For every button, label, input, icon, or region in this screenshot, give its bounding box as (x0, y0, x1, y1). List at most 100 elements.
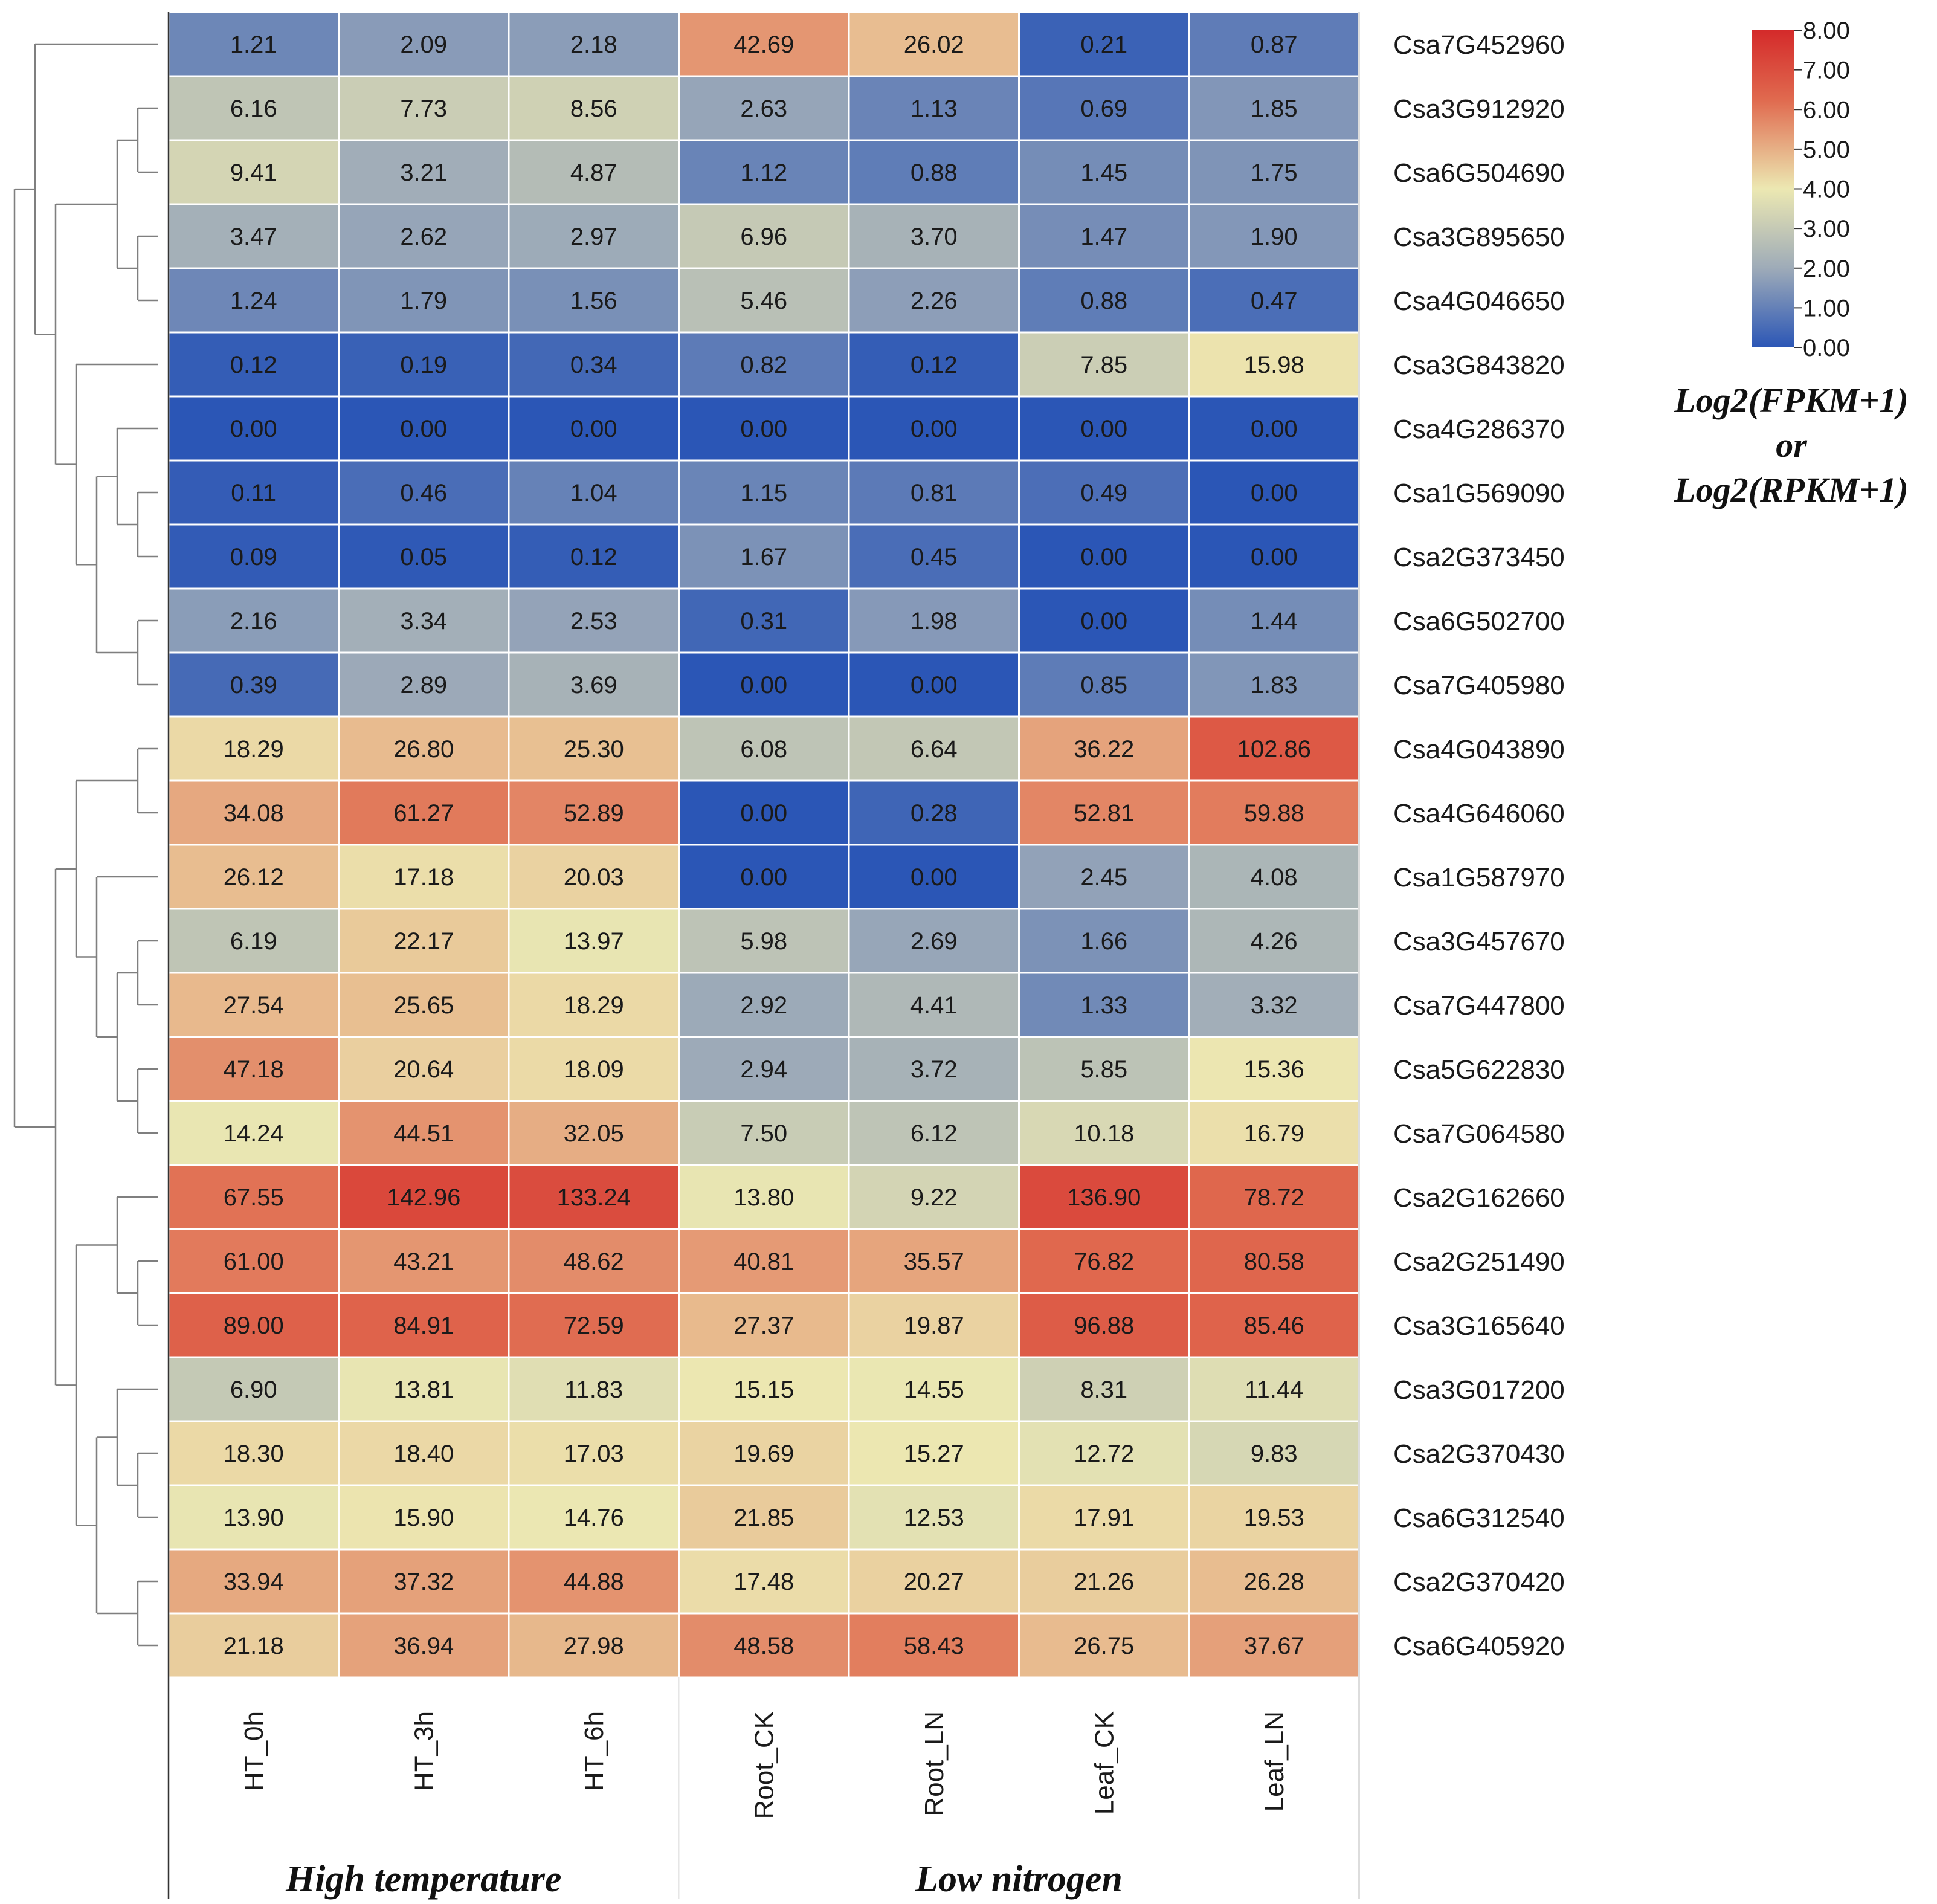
heatmap-cell (338, 779, 510, 846)
heatmap-cell (1188, 1228, 1360, 1294)
heatmap-cell (338, 908, 510, 974)
heatmap-cell (338, 395, 510, 462)
cell-value-label: 1.44 (1251, 608, 1298, 634)
cell-value-label: 0.88 (1080, 288, 1127, 314)
cell-value-label: 0.21 (1080, 31, 1127, 58)
heatmap-cell (848, 11, 1020, 77)
cell-value-label: 37.32 (393, 1569, 454, 1595)
cell-value-label: 26.12 (224, 864, 284, 891)
cell-value-label: 42.69 (733, 31, 794, 58)
cell-value-label: 61.00 (224, 1248, 284, 1275)
cell-value-label: 3.21 (400, 160, 447, 186)
heatmap-cell (848, 1164, 1020, 1230)
cell-value-label: 0.00 (1251, 480, 1298, 506)
gene-labels: Csa7G452960 Csa3G912920 Csa6G504690 Csa3G89… (1393, 30, 1565, 1661)
heatmap-cell (508, 1228, 680, 1294)
cell-value-label: 43.21 (393, 1248, 454, 1275)
gene-label: Csa2G370420 (1393, 1567, 1565, 1597)
heatmap-cell (848, 523, 1020, 590)
legend-title-line: or (1776, 425, 1807, 465)
heatmap-cell (1188, 908, 1360, 974)
heatmap-cell (1018, 1292, 1190, 1358)
heatmap-cell (338, 587, 510, 654)
heatmap-frame (167, 12, 1360, 1899)
group-label: High temperature (285, 1859, 561, 1900)
cell-value-label: 0.00 (1251, 544, 1298, 570)
cell-value-label: 0.31 (740, 608, 787, 634)
gene-label: Csa7G447800 (1393, 991, 1565, 1021)
cell-value-label: 0.81 (910, 480, 958, 506)
heatmap-cell (508, 75, 680, 141)
cell-value-label: 3.47 (230, 224, 277, 250)
heatmap-cell (848, 972, 1020, 1038)
cell-value-label: 40.81 (733, 1248, 794, 1275)
heatmap-cell (1018, 267, 1190, 334)
heatmap-cell (1188, 1356, 1360, 1422)
heatmap-cell (167, 1292, 340, 1358)
cell-value-label: 18.30 (224, 1441, 284, 1467)
cell-value-label: 0.09 (230, 544, 277, 570)
heatmap-cell (678, 331, 850, 398)
heatmap-cell (508, 1612, 680, 1679)
cell-value-label: 0.19 (400, 352, 447, 378)
heatmap-cell (678, 11, 850, 77)
heatmap-cell (338, 1420, 510, 1486)
heatmap-cell (848, 267, 1020, 334)
cell-value-label: 6.90 (230, 1376, 277, 1403)
cell-value-label: 6.12 (910, 1120, 958, 1147)
heatmap-cell (678, 203, 850, 269)
gene-label: Csa6G405920 (1393, 1631, 1565, 1661)
cell-value-label: 0.46 (400, 480, 447, 506)
heatmap-cell (848, 844, 1020, 910)
cell-value-label: 1.12 (740, 160, 787, 186)
cell-value-label: 0.12 (910, 352, 958, 378)
cell-value-label: 5.46 (740, 288, 787, 314)
cell-value-label: 7.50 (740, 1120, 787, 1147)
cell-value-label: 3.70 (910, 224, 958, 250)
cell-value-label: 0.12 (570, 544, 617, 570)
cell-value-label: 1.33 (1080, 992, 1127, 1019)
cell-value-label: 58.43 (904, 1633, 964, 1659)
cell-value-label: 1.13 (910, 95, 958, 122)
cell-value-label: 61.27 (393, 800, 454, 827)
cell-value-label: 0.00 (740, 416, 787, 442)
cell-value-label: 47.18 (224, 1056, 284, 1083)
cell-value-label: 1.67 (740, 544, 787, 570)
cell-value-label: 9.83 (1251, 1441, 1298, 1467)
heatmap-cell (508, 844, 680, 910)
cell-value-label: 0.00 (1251, 416, 1298, 442)
cell-value-label: 0.00 (740, 800, 787, 827)
gene-label: Csa5G622830 (1393, 1055, 1565, 1085)
cell-value-label: 15.90 (393, 1505, 454, 1531)
cell-value-label: 80.58 (1244, 1248, 1304, 1275)
cell-value-label: 17.03 (564, 1441, 624, 1467)
gene-label: Csa7G064580 (1393, 1119, 1565, 1149)
cell-value-label: 25.30 (564, 736, 624, 763)
heatmap-cell (1018, 11, 1190, 77)
heatmap-cell (1188, 779, 1360, 846)
cell-value-label: 1.83 (1251, 672, 1298, 699)
legend-title-line: Log2(RPKM+1) (1674, 470, 1908, 509)
cell-value-label: 2.97 (570, 224, 617, 250)
gene-label: Csa4G286370 (1393, 415, 1565, 444)
heatmap-cell (848, 908, 1020, 974)
cell-value-label: 36.22 (1074, 736, 1134, 763)
heatmap-cell (167, 1100, 340, 1166)
gene-label: Csa3G165640 (1393, 1311, 1565, 1341)
cell-value-label: 0.11 (231, 480, 276, 506)
heatmap-cell (1188, 844, 1360, 910)
heatmap-cell (167, 1036, 340, 1102)
heatmap-cell (1018, 844, 1190, 910)
column-label: Leaf_CK (1089, 1711, 1119, 1815)
column-label: HT_0h (239, 1711, 269, 1791)
heatmap-cell (508, 1356, 680, 1422)
heatmap-cell (167, 523, 340, 590)
heatmap-cell (338, 1484, 510, 1551)
cell-value-label: 1.90 (1251, 224, 1298, 250)
cell-value-label: 11.44 (1245, 1376, 1303, 1403)
heatmap-cell (678, 844, 850, 910)
cell-value-label: 11.83 (564, 1376, 623, 1403)
heatmap-cell (848, 1612, 1020, 1679)
heatmap-cell (167, 1484, 340, 1551)
